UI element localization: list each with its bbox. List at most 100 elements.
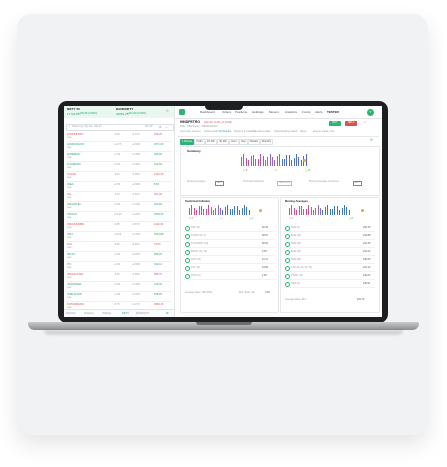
signal-icon	[285, 250, 291, 256]
watchlist-row[interactable]: IRCTC NSE +4.05 +0.60% 680.25	[66, 251, 172, 262]
stock-tab-3[interactable]: Technicals	[219, 130, 232, 133]
stock-tab-10[interactable]: Info	[330, 130, 335, 133]
app-logo[interactable]	[179, 108, 185, 115]
nav-item-analytics[interactable]: Analytics	[285, 109, 298, 114]
summary-verdict-mac: BUY	[353, 181, 362, 186]
gauge-bar	[260, 154, 261, 166]
watchlist-row[interactable]: HINDZINC NSE +1.15 +0.38% 305.90	[66, 151, 172, 162]
add-icon[interactable]: +	[166, 124, 168, 129]
nav-item-orders[interactable]: Orders	[222, 109, 232, 114]
watchlist-row[interactable]: JUBLFOOD NSE +2.35 +0.44% 538.90	[66, 291, 172, 302]
stock-tab-5[interactable]: Fundamentals	[254, 130, 271, 133]
laptop-notch	[205, 103, 243, 110]
row-pct: +0.44%	[132, 293, 141, 296]
settings-icon[interactable]: ⚙	[166, 311, 169, 315]
banknifty-name[interactable]: BANKNIFTY	[116, 107, 134, 111]
row-pct: -0.47%	[132, 303, 140, 306]
watchlist-row[interactable]: JINDALSTEL NSE -3.45 -0.59% 585.75	[66, 271, 172, 282]
stock-tab-1[interactable]: Futures	[192, 130, 201, 133]
watchlist-row[interactable]: INDIGO NSE +21.40 +1.06% 2035.60	[66, 211, 172, 222]
footer-tab-holdings[interactable]: Holdings	[102, 311, 112, 315]
stock-tab-7[interactable]: News	[300, 130, 307, 133]
gauge-bar	[298, 156, 300, 166]
gauge-bar	[215, 207, 217, 215]
timeframe-0[interactable]: 1 Minute	[180, 138, 194, 145]
gauge-bar	[198, 206, 200, 215]
stock-tab-9[interactable]: Deals	[322, 130, 329, 133]
watchlist-row[interactable]: HINDPETRO NSE -0.29 -0.12% 232.40	[66, 131, 172, 142]
reload-icon[interactable]: ⟳	[370, 138, 373, 142]
sell-button[interactable]: SELL	[345, 121, 357, 126]
stock-tab-0[interactable]: Overview	[180, 130, 191, 133]
bookmark-icon[interactable]: ✓	[230, 119, 233, 124]
watchlist-row[interactable]: HINDUNILVR NSE +12.75 +0.50% 2571.00	[66, 141, 172, 152]
footer-tab-nifty[interactable]: NIFTY	[122, 311, 129, 315]
timeframe-7[interactable]: Monthly	[260, 138, 273, 145]
gauge-bar	[332, 209, 333, 215]
row-symbol: INDHOTEL	[67, 201, 82, 206]
ti-marker	[259, 209, 262, 212]
gauge-bar	[255, 159, 257, 166]
ma-gauge	[289, 205, 350, 215]
footer-tab-banknifty[interactable]: BANKNIFTY	[136, 311, 150, 315]
gauge-bar	[205, 209, 207, 215]
row-pct: +0.60%	[132, 253, 141, 256]
stock-tab-8[interactable]: Events	[313, 130, 321, 133]
gauge-bar	[191, 205, 193, 215]
watchlist-row[interactable]: IDEA NSE +0.05 +0.58% 8.65	[66, 181, 172, 192]
watchlist-search[interactable]: ⌕ Search eg: Infy bse, nifty fut 48 / 50…	[66, 124, 174, 131]
gauge-bar	[243, 154, 245, 166]
watchlist-row[interactable]: ICICIGI NSE -4.60 -0.35% 1310.20	[66, 171, 172, 182]
watchlist-row[interactable]: JSWSTEEL NSE +5.60 +0.78% 726.40	[66, 281, 172, 292]
nifty-name[interactable]: NIFTY 50	[67, 107, 80, 111]
row-price: 342.10	[154, 263, 162, 266]
timeframe-6[interactable]: Weekly	[248, 138, 260, 145]
technical_indicators-row: STOCHRSI (14) 60.81	[184, 241, 274, 248]
nav-item-funds[interactable]: Funds	[302, 109, 311, 114]
watchlist-row[interactable]: IGL NSE -2.10 -0.52% 401.45	[66, 191, 172, 202]
row-change: -6.85	[114, 223, 120, 226]
nav-item-movers[interactable]: Movers	[269, 109, 279, 114]
gauge-bar	[324, 206, 326, 215]
filter-icon[interactable]: ⚙	[159, 124, 162, 129]
indicator-value: 231.62	[363, 249, 371, 253]
gauge-bar	[264, 159, 266, 166]
footer-tab-watchlist[interactable]: Watchlist	[66, 311, 76, 315]
avatar[interactable]: T	[367, 108, 374, 116]
gauge-bar	[203, 209, 205, 215]
refresh-icon[interactable]: ⟳	[166, 108, 169, 113]
gauge-bar	[236, 206, 238, 215]
timeframe-3[interactable]: 30 Min	[217, 138, 229, 145]
row-change: -0.29	[114, 133, 120, 136]
watchlist-row[interactable]: ITC NSE +1.90 +0.56% 342.10	[66, 261, 172, 272]
watchlist-row[interactable]: INFY NSE +11.20 +0.73% 1544.85	[66, 231, 172, 242]
timeframe-2[interactable]: 15 Min	[205, 138, 217, 145]
row-exchange: NSE	[67, 156, 72, 159]
row-pct: +1.01%	[132, 203, 141, 206]
summary-verdict-ti: NEUTRAL	[277, 181, 293, 186]
nav-item-positions[interactable]: Positions	[235, 109, 248, 114]
buy-button[interactable]: BUY	[329, 121, 341, 126]
footer-tab-positions[interactable]: Positions	[84, 311, 94, 315]
close-icon[interactable]: ×	[364, 120, 367, 125]
watchlist-row[interactable]: ICICIBANK NSE +8.30 +0.92% 912.55	[66, 161, 172, 172]
nav-item-dashboard[interactable]: Dashboard	[200, 109, 215, 114]
timeframe-5[interactable]: Day	[239, 138, 248, 145]
timeframe-4[interactable]: Hour	[229, 138, 239, 145]
row-exchange: NSE	[67, 186, 72, 189]
nav-item-holdings[interactable]: Holdings	[252, 109, 264, 114]
row-change: +1.15	[114, 153, 121, 156]
stock-tab-2[interactable]: Option chain	[204, 130, 219, 133]
banknifty-change: +312.90 (0.81%)	[127, 111, 147, 115]
watchlist-row[interactable]: INDUSINDBK NSE -6.85 -0.57% 1192.30	[66, 221, 172, 232]
watchlist-row[interactable]: INDHOTEL NSE +3.25 +1.01% 325.80	[66, 201, 172, 212]
laptop-shadow	[44, 330, 403, 335]
watchlist-row[interactable]: IOC NSE -0.35 -0.46% 75.60	[66, 241, 172, 252]
gauge-bar	[262, 155, 264, 166]
nav-item-tester[interactable]: TESTER	[327, 109, 339, 114]
stock-tab-4[interactable]: Returns & Volatility	[234, 130, 256, 133]
stock-tab-6[interactable]: Shareholding pattern	[274, 130, 299, 133]
gauge-bar	[298, 206, 300, 215]
timeframe-1[interactable]: 5 Min	[194, 138, 205, 145]
nav-item-alerts[interactable]: Alerts	[315, 109, 323, 114]
